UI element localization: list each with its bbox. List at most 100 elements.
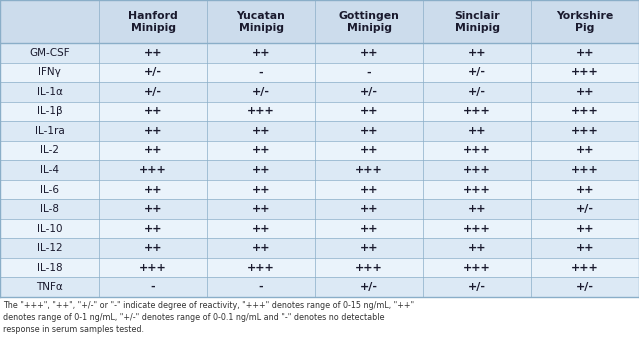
Bar (423, 102, 531, 121)
Bar (423, 278, 531, 297)
Text: ++: ++ (252, 165, 270, 175)
Text: ++: ++ (144, 243, 162, 253)
Bar (0, 121, 99, 141)
Bar (99, 63, 207, 82)
Bar (99, 141, 207, 160)
Text: ++: ++ (576, 145, 594, 156)
Text: ++: ++ (360, 224, 378, 234)
Bar (531, 199, 639, 219)
Text: Gottingen
Minipig: Gottingen Minipig (339, 10, 399, 32)
Bar (423, 219, 531, 238)
Bar (531, 82, 639, 102)
Bar (207, 199, 315, 219)
Text: ++: ++ (360, 126, 378, 136)
Text: IL-1ra: IL-1ra (35, 126, 65, 136)
Text: ++: ++ (252, 224, 270, 234)
Bar (99, 278, 207, 297)
Text: +/-: +/- (468, 282, 486, 292)
Text: -: - (367, 67, 371, 77)
Bar (207, 43, 315, 63)
Text: ++: ++ (252, 204, 270, 214)
Bar (531, 141, 639, 160)
Bar (207, 219, 315, 238)
Bar (315, 141, 423, 160)
Bar (315, 219, 423, 238)
Text: ++: ++ (360, 185, 378, 194)
Text: ++: ++ (144, 48, 162, 58)
Text: ++: ++ (360, 204, 378, 214)
Text: ++: ++ (468, 243, 486, 253)
Text: +/-: +/- (468, 87, 486, 97)
Text: ++: ++ (252, 243, 270, 253)
Text: IL-10: IL-10 (37, 224, 62, 234)
Text: GM-CSF: GM-CSF (29, 48, 70, 58)
Bar (531, 258, 639, 278)
Text: Sinclair
Minipig: Sinclair Minipig (454, 10, 500, 32)
Bar (531, 160, 639, 180)
Text: ++: ++ (252, 48, 270, 58)
Text: +++: +++ (571, 263, 599, 273)
Text: ++: ++ (144, 185, 162, 194)
Bar (0, 102, 99, 121)
Bar (207, 278, 315, 297)
Text: IL-1β: IL-1β (36, 107, 63, 116)
Bar (423, 82, 531, 102)
Bar (207, 258, 315, 278)
Bar (0, 180, 99, 199)
Text: +++: +++ (571, 67, 599, 77)
Text: +/-: +/- (576, 204, 594, 214)
Text: Yorkshire
Pig: Yorkshire Pig (557, 10, 613, 32)
Bar (207, 121, 315, 141)
Bar (315, 102, 423, 121)
Bar (531, 102, 639, 121)
Text: IL-2: IL-2 (40, 145, 59, 156)
Bar (315, 43, 423, 63)
Text: ++: ++ (468, 204, 486, 214)
Text: +/-: +/- (144, 87, 162, 97)
Bar (315, 160, 423, 180)
Text: +++: +++ (571, 107, 599, 116)
Bar (0, 219, 99, 238)
Text: +++: +++ (571, 126, 599, 136)
Bar (207, 141, 315, 160)
Text: -: - (259, 67, 263, 77)
Bar (0, 43, 99, 63)
Text: ++: ++ (468, 48, 486, 58)
Text: ++: ++ (144, 204, 162, 214)
Text: +/-: +/- (576, 282, 594, 292)
Bar (0, 160, 99, 180)
Text: +/-: +/- (468, 67, 486, 77)
Text: ++: ++ (576, 243, 594, 253)
Bar (99, 180, 207, 199)
Bar (99, 121, 207, 141)
Text: IL-1α: IL-1α (36, 87, 63, 97)
Bar (207, 180, 315, 199)
Text: ++: ++ (360, 107, 378, 116)
Bar (315, 238, 423, 258)
Bar (99, 238, 207, 258)
Text: +/-: +/- (144, 67, 162, 77)
Bar (99, 258, 207, 278)
Text: ++: ++ (252, 126, 270, 136)
Bar (315, 63, 423, 82)
Bar (207, 160, 315, 180)
Text: IL-4: IL-4 (40, 165, 59, 175)
Text: +++: +++ (247, 107, 275, 116)
Text: TNFα: TNFα (36, 282, 63, 292)
Bar (207, 82, 315, 102)
Bar (99, 102, 207, 121)
Text: IL-18: IL-18 (36, 263, 63, 273)
Bar (531, 63, 639, 82)
Bar (0, 82, 99, 102)
Bar (99, 160, 207, 180)
Text: +++: +++ (247, 263, 275, 273)
Bar (531, 219, 639, 238)
Bar (0, 278, 99, 297)
Bar (531, 278, 639, 297)
Bar (207, 102, 315, 121)
Text: ++: ++ (252, 185, 270, 194)
Text: IL-6: IL-6 (40, 185, 59, 194)
Text: ++: ++ (252, 145, 270, 156)
Bar (423, 238, 531, 258)
Text: IL-12: IL-12 (36, 243, 63, 253)
